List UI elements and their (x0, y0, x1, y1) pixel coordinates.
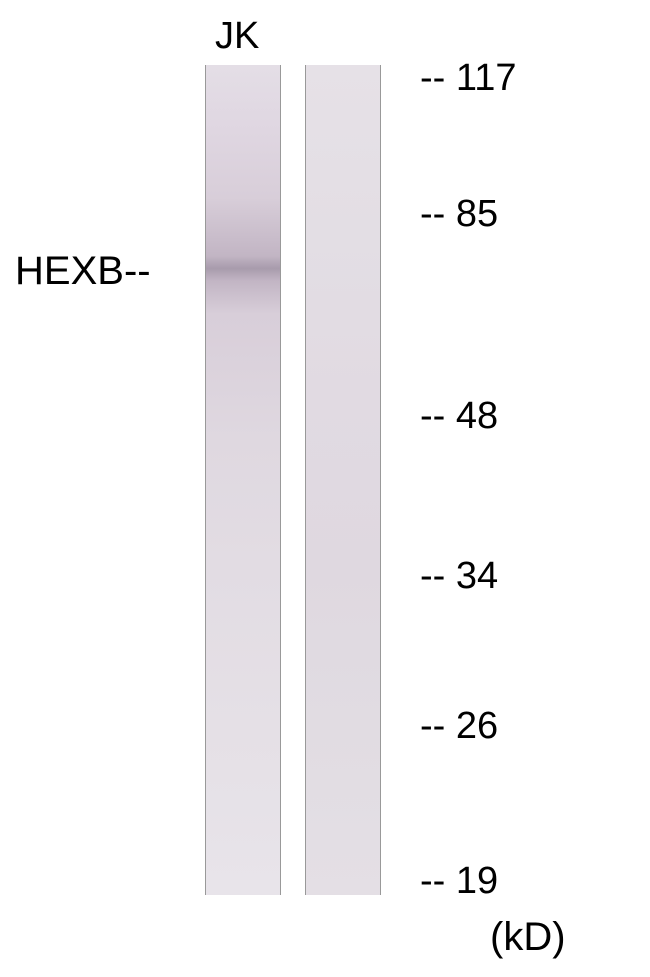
marker-value: 117 (456, 57, 517, 99)
marker-value: 48 (456, 395, 498, 437)
marker-prefix: -- (420, 860, 456, 902)
protein-ticks: -- (124, 249, 151, 293)
marker-34: -- 34 (420, 555, 498, 598)
marker-value: 26 (456, 705, 498, 747)
westernblot-container: JK HEXB-- -- 117 -- 85 -- 48 -- 34 -- 26… (0, 0, 650, 977)
marker-19: -- 19 (420, 860, 498, 903)
marker-85: -- 85 (420, 193, 498, 236)
marker-prefix: -- (420, 57, 456, 99)
marker-prefix: -- (420, 555, 456, 597)
marker-48: -- 48 (420, 395, 498, 438)
marker-prefix: -- (420, 193, 456, 235)
protein-name-text: HEXB (15, 249, 124, 293)
unit-label: (kD) (490, 915, 566, 960)
marker-prefix: -- (420, 395, 456, 437)
marker-value: 34 (456, 555, 498, 597)
lane-label-jk: JK (215, 15, 259, 58)
marker-26: -- 26 (420, 705, 498, 748)
marker-prefix: -- (420, 705, 456, 747)
lane-2 (305, 65, 381, 895)
marker-117: -- 117 (420, 57, 516, 100)
marker-value: 85 (456, 193, 498, 235)
protein-label: HEXB-- (15, 249, 151, 294)
marker-value: 19 (456, 860, 498, 902)
lane-1 (205, 65, 281, 895)
